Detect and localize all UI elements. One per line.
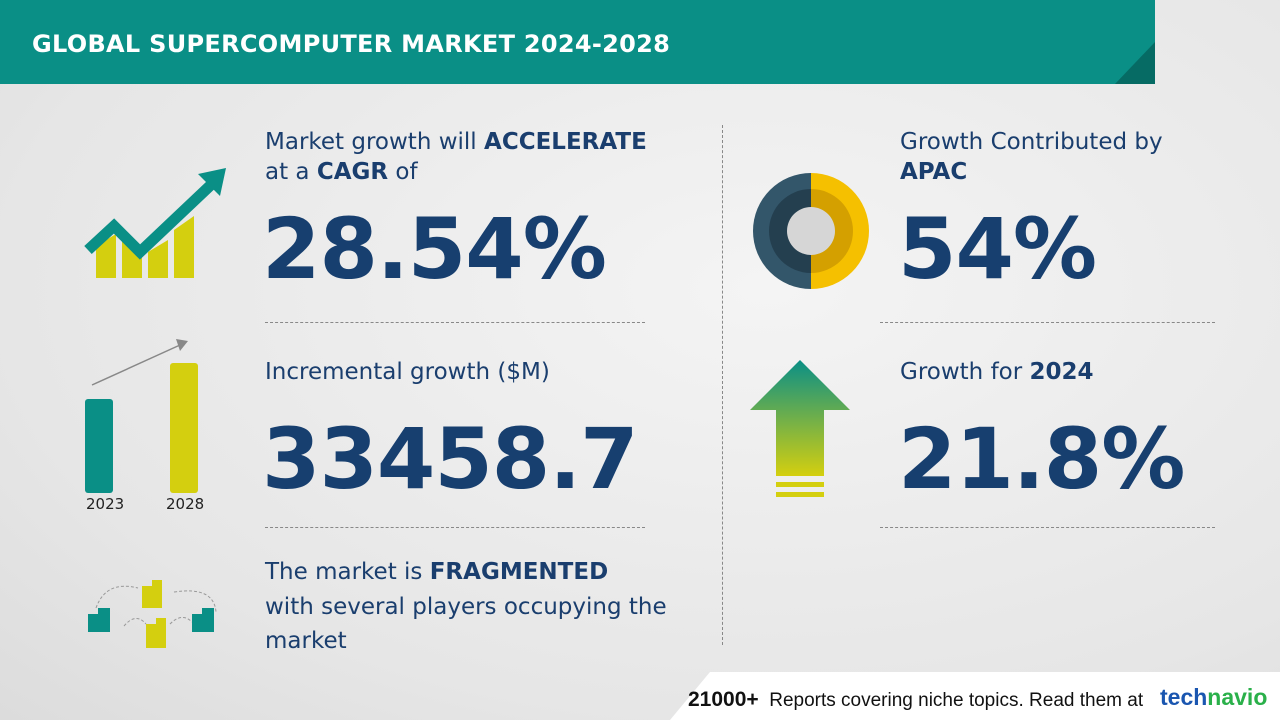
buildings-network-icon <box>88 580 217 648</box>
growth-chart-icon <box>84 168 226 278</box>
footer-banner <box>670 672 1280 720</box>
incremental-label: Incremental growth ($M) <box>265 359 550 385</box>
region-line1: Growth Contributed by <box>900 129 1163 155</box>
vendor-line3: market <box>265 628 347 654</box>
column-divider <box>722 125 723 645</box>
donut-share-icon <box>753 173 869 289</box>
cagr-line2: at a CAGR of <box>265 159 418 185</box>
year-label-end: 2028 <box>166 495 205 513</box>
yoy-label: Growth for 2024 <box>900 359 1094 385</box>
vendor-line1: The market is FRAGMENTED <box>265 559 609 585</box>
header-banner <box>0 0 1155 84</box>
up-arrow-icon <box>750 360 850 497</box>
region-name: APAC <box>900 159 968 185</box>
divider <box>265 527 645 528</box>
vendor-line2: with several players occupying the <box>265 594 667 620</box>
incremental-value: 33458.7 <box>262 410 639 508</box>
technavio-logo[interactable]: technavio <box>1160 684 1268 710</box>
cagr-value: 28.54% <box>262 200 607 298</box>
page-title: GLOBAL SUPERCOMPUTER MARKET 2024-2028 <box>32 30 671 58</box>
divider <box>880 527 1215 528</box>
incremental-bars-icon <box>85 339 198 493</box>
region-value: 54% <box>898 200 1097 298</box>
footer-text: 21000+ Reports covering niche topics. Re… <box>688 688 1144 711</box>
divider <box>265 322 645 323</box>
divider <box>880 322 1215 323</box>
yoy-value: 21.8% <box>898 410 1185 508</box>
cagr-line1: Market growth will ACCELERATE <box>265 129 647 155</box>
year-label-start: 2023 <box>86 495 125 513</box>
